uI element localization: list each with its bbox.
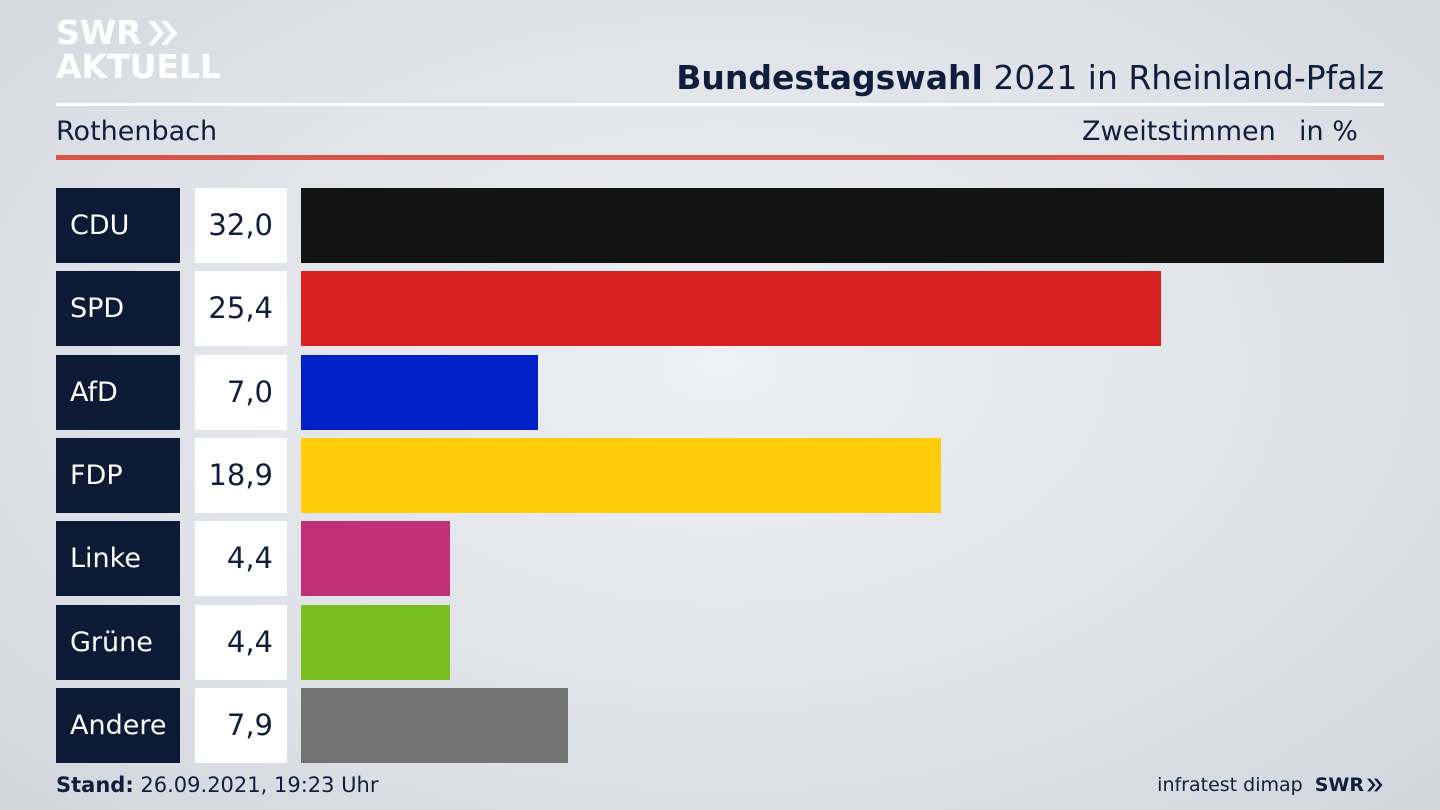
stand-label: Stand:: [56, 773, 134, 797]
party-label: Linke: [56, 521, 180, 597]
logo-swr-text: SWR: [56, 16, 226, 50]
source-credit: infratest dimap SWR: [1157, 770, 1384, 800]
unit-label: in %: [1299, 116, 1358, 147]
bar: [301, 437, 941, 513]
source-label: infratest dimap: [1157, 774, 1303, 796]
value-label: 7,0: [195, 354, 287, 430]
bar-row: CDU 32,0: [0, 188, 1440, 263]
accent-divider: [56, 155, 1384, 160]
value-label: 4,4: [195, 521, 287, 597]
bar-row: AfD 7,0: [0, 354, 1440, 430]
stand-value: 26.09.2021, 19:23 Uhr: [133, 773, 379, 797]
footer-swr-logo: SWR: [1315, 774, 1384, 796]
party-label: Grüne: [56, 604, 180, 680]
bar: [301, 521, 450, 597]
bar-row: Grüne 4,4: [0, 604, 1440, 680]
value-label: 32,0: [195, 188, 287, 263]
value-label: 4,4: [195, 604, 287, 680]
bar: [301, 271, 1161, 347]
value-label: 18,9: [195, 437, 287, 513]
measure-label: Zweitstimmen: [1082, 116, 1276, 147]
party-label: AfD: [56, 354, 180, 430]
timestamp: Stand: 26.09.2021, 19:23 Uhr: [56, 770, 379, 800]
bar: [301, 687, 568, 763]
bar-row: Linke 4,4: [0, 521, 1440, 597]
party-label: Andere: [56, 687, 180, 763]
bar: [301, 604, 450, 680]
bar: [301, 354, 538, 430]
logo-aktuell-text: AKTUELL: [56, 47, 222, 86]
chart-title-rest: 2021 in Rheinland-Pfalz: [982, 58, 1384, 97]
value-label: 25,4: [195, 271, 287, 347]
footer-chevron-icon: [1367, 778, 1383, 792]
bar-row: FDP 18,9: [0, 437, 1440, 513]
bar: [301, 188, 1384, 263]
header-divider: [56, 103, 1384, 106]
double-chevron-icon: [147, 21, 177, 45]
party-label: FDP: [56, 437, 180, 513]
region-name: Rothenbach: [56, 116, 218, 147]
party-label: CDU: [56, 188, 180, 263]
bar-row: Andere 7,9: [0, 687, 1440, 763]
party-label: SPD: [56, 271, 180, 347]
bar-row: SPD 25,4: [0, 271, 1440, 347]
swr-aktuell-logo: SWR AKTUELL: [56, 16, 226, 90]
chart-title: Bundestagswahl 2021 in Rheinland-Pfalz: [676, 56, 1384, 100]
value-label: 7,9: [195, 687, 287, 763]
chart-title-bold: Bundestagswahl: [676, 58, 983, 97]
